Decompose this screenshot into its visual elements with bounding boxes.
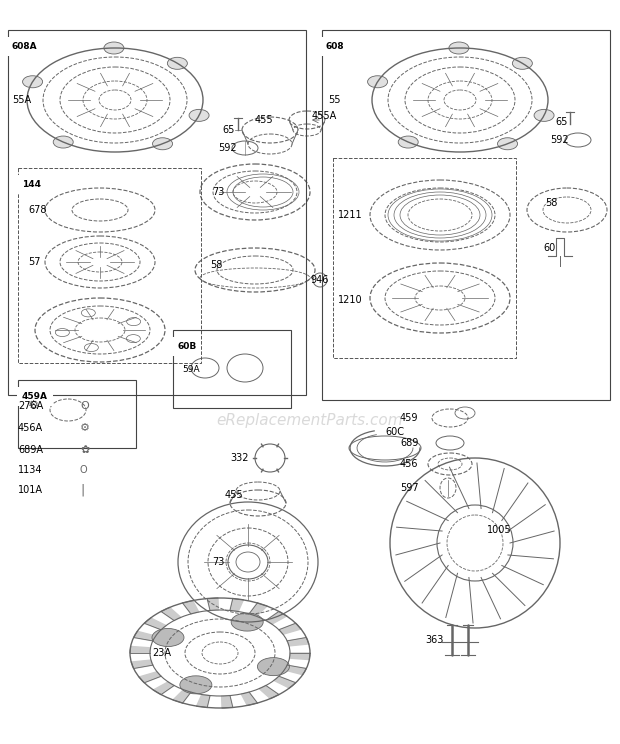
Bar bbox=[18, 168, 201, 363]
Text: 55: 55 bbox=[328, 95, 340, 105]
Text: 689A: 689A bbox=[18, 445, 43, 455]
Polygon shape bbox=[131, 660, 153, 669]
Polygon shape bbox=[287, 638, 309, 646]
Polygon shape bbox=[153, 682, 174, 695]
Text: 456A: 456A bbox=[18, 423, 43, 433]
Text: 608: 608 bbox=[326, 42, 345, 51]
Polygon shape bbox=[144, 618, 166, 629]
Polygon shape bbox=[266, 612, 286, 624]
Text: |: | bbox=[80, 484, 84, 496]
Polygon shape bbox=[183, 600, 199, 614]
Text: 59A: 59A bbox=[182, 365, 200, 374]
Bar bbox=[173, 330, 291, 408]
Text: 455: 455 bbox=[225, 490, 244, 500]
Text: 456: 456 bbox=[400, 459, 419, 469]
Text: 1134: 1134 bbox=[18, 465, 43, 475]
Text: 363: 363 bbox=[425, 635, 443, 645]
Text: 144: 144 bbox=[22, 180, 41, 189]
Polygon shape bbox=[285, 665, 306, 675]
Text: 60C: 60C bbox=[385, 427, 404, 437]
Polygon shape bbox=[161, 607, 181, 620]
Polygon shape bbox=[139, 672, 161, 683]
Polygon shape bbox=[130, 647, 151, 653]
Ellipse shape bbox=[257, 658, 290, 676]
Text: 592: 592 bbox=[550, 135, 569, 145]
Text: 678: 678 bbox=[28, 205, 46, 215]
Polygon shape bbox=[249, 603, 267, 616]
Text: 455A: 455A bbox=[312, 111, 337, 121]
Ellipse shape bbox=[167, 57, 187, 69]
Ellipse shape bbox=[153, 138, 172, 150]
Polygon shape bbox=[279, 623, 301, 634]
Text: 608A: 608A bbox=[12, 42, 38, 51]
Text: 592: 592 bbox=[218, 143, 237, 153]
Text: 57: 57 bbox=[28, 257, 40, 267]
Ellipse shape bbox=[398, 136, 419, 148]
Polygon shape bbox=[241, 692, 257, 705]
Bar bbox=[322, 30, 610, 400]
Polygon shape bbox=[207, 598, 218, 610]
Text: 1211: 1211 bbox=[338, 210, 363, 220]
Text: 73: 73 bbox=[212, 187, 224, 197]
Text: 60B: 60B bbox=[177, 342, 197, 351]
Text: ⚙: ⚙ bbox=[28, 399, 39, 411]
Polygon shape bbox=[290, 653, 310, 660]
Ellipse shape bbox=[53, 136, 73, 148]
Ellipse shape bbox=[534, 109, 554, 121]
Text: 58: 58 bbox=[210, 260, 223, 270]
Text: eReplacementParts.com: eReplacementParts.com bbox=[216, 413, 404, 428]
Polygon shape bbox=[197, 694, 210, 708]
Text: ⚙: ⚙ bbox=[80, 423, 90, 433]
Polygon shape bbox=[230, 599, 244, 612]
Text: O: O bbox=[80, 401, 89, 411]
Text: 946: 946 bbox=[310, 275, 329, 285]
Polygon shape bbox=[259, 685, 279, 699]
Bar bbox=[8, 30, 306, 395]
Polygon shape bbox=[173, 690, 191, 703]
Text: 459: 459 bbox=[400, 413, 419, 423]
Polygon shape bbox=[274, 676, 296, 688]
Text: 1210: 1210 bbox=[338, 295, 363, 305]
Bar bbox=[18, 380, 136, 448]
Text: 73: 73 bbox=[212, 557, 224, 567]
Text: 459A: 459A bbox=[22, 392, 48, 401]
Ellipse shape bbox=[22, 76, 43, 88]
Polygon shape bbox=[134, 632, 156, 641]
Polygon shape bbox=[221, 696, 232, 708]
Text: 455: 455 bbox=[255, 115, 273, 125]
Text: 332: 332 bbox=[230, 453, 249, 463]
Text: 689: 689 bbox=[400, 438, 419, 448]
Ellipse shape bbox=[368, 76, 388, 88]
Text: 1005: 1005 bbox=[487, 525, 512, 535]
Ellipse shape bbox=[512, 57, 533, 69]
Text: 101A: 101A bbox=[18, 485, 43, 495]
Ellipse shape bbox=[104, 42, 124, 54]
Ellipse shape bbox=[189, 109, 209, 121]
Text: 65: 65 bbox=[555, 117, 567, 127]
Text: 276A: 276A bbox=[18, 401, 43, 411]
Ellipse shape bbox=[497, 138, 518, 150]
Text: O: O bbox=[80, 465, 87, 475]
Text: 58: 58 bbox=[545, 198, 557, 208]
Text: 23A: 23A bbox=[152, 648, 171, 658]
Text: 597: 597 bbox=[400, 483, 419, 493]
Text: 55A: 55A bbox=[12, 95, 31, 105]
Text: 65: 65 bbox=[222, 125, 234, 135]
Text: 60: 60 bbox=[543, 243, 556, 253]
Text: ✿: ✿ bbox=[80, 445, 89, 455]
Bar bbox=[333, 158, 516, 358]
Ellipse shape bbox=[152, 629, 184, 647]
Ellipse shape bbox=[231, 613, 263, 631]
Ellipse shape bbox=[180, 676, 212, 694]
Ellipse shape bbox=[449, 42, 469, 54]
